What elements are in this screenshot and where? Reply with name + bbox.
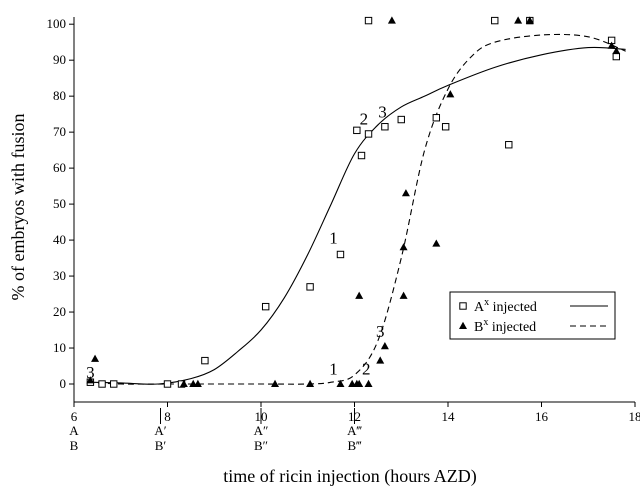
stage-label-bottom: B′ [155, 438, 167, 453]
stage-markers: AB A′B′ A″B″ A‴B‴ [69, 408, 362, 453]
point-annotation: 2 [360, 110, 369, 129]
data-point-b [446, 90, 455, 98]
data-point-b [607, 41, 616, 49]
legend-label-b: Bx injected [474, 317, 536, 335]
stage-label-top: A″ [254, 423, 269, 438]
stage-label-bottom: B″ [254, 438, 268, 453]
data-point-b [401, 189, 410, 197]
x-tick-label: 16 [535, 409, 549, 424]
stage-label-top: A′ [154, 423, 166, 438]
y-tick-label: 100 [47, 16, 67, 31]
data-points [86, 16, 621, 388]
data-point-a [306, 283, 314, 291]
legend-marker-b [459, 321, 467, 329]
y-tick-label: 0 [60, 376, 67, 391]
data-point-b [86, 376, 95, 384]
data-point-a [163, 380, 172, 388]
data-point-a [261, 302, 270, 311]
data-point-a [397, 115, 405, 124]
y-tick-label: 30 [53, 268, 66, 283]
x-tick-label: 14 [442, 409, 456, 424]
data-point-b [376, 356, 385, 364]
data-point-a [353, 126, 361, 135]
y-tick-label: 20 [53, 304, 66, 319]
data-point-b [364, 379, 373, 388]
y-tick-label: 70 [53, 124, 66, 139]
data-point-b [387, 16, 396, 24]
data-point-b [399, 291, 408, 299]
data-point-a [364, 130, 373, 138]
data-point-b [306, 379, 315, 388]
data-point-b [193, 379, 202, 388]
y-tick-label: 60 [53, 160, 66, 175]
x-axis-title: time of ricin injection (hours AZD) [223, 466, 476, 487]
data-point-b [612, 46, 621, 55]
data-point-b [271, 379, 280, 388]
fit-curves [87, 33, 626, 385]
stage-label-bottom: B [70, 438, 79, 453]
data-point-a [357, 151, 366, 160]
data-point-a [381, 123, 389, 131]
y-tick-label: 40 [53, 232, 66, 247]
data-point-b [336, 379, 345, 388]
data-point-a [612, 52, 620, 61]
data-point-b [432, 239, 441, 247]
y-tick-label: 90 [53, 52, 66, 67]
point-annotation: 3 [378, 102, 387, 121]
data-point-b [514, 16, 523, 24]
legend-marker-a [459, 302, 467, 310]
y-axis-title: % of embryos with fusion [8, 114, 28, 301]
x-tick-label: 6 [71, 409, 78, 424]
legend: Ax injected Bx injected [449, 291, 616, 340]
stage-label-top: A‴ [347, 423, 362, 438]
point-annotation: 3 [86, 363, 95, 382]
data-point-b [355, 379, 364, 388]
data-point-b [91, 354, 100, 362]
fit-curve-a [88, 46, 626, 385]
data-point-a [110, 380, 118, 388]
legend-box [449, 291, 616, 340]
data-point-b [525, 16, 534, 24]
legend-label-a: Ax injected [474, 297, 537, 315]
stage-label-top: A [69, 423, 79, 438]
data-point-b [355, 291, 364, 299]
data-point-a [491, 16, 499, 25]
x-tick-label: 8 [164, 409, 171, 424]
data-point-a [441, 123, 450, 131]
fit-curve-b [87, 33, 626, 385]
point-annotation: 2 [362, 360, 371, 379]
y-tick-label: 80 [53, 88, 66, 103]
data-point-a [364, 16, 373, 25]
y-tick-label: 50 [53, 196, 66, 211]
point-annotations: 312 31 23 [86, 102, 387, 382]
point-annotation: 1 [329, 228, 338, 247]
data-point-b [399, 243, 408, 251]
data-point-a [432, 114, 441, 122]
point-annotation: 1 [329, 360, 338, 379]
data-point-a [505, 141, 513, 149]
data-point-b [179, 379, 188, 388]
y-tick-label: 10 [53, 340, 66, 355]
data-point-b [380, 342, 389, 350]
data-point-a [336, 250, 345, 259]
stage-label-bottom: B‴ [347, 438, 362, 453]
x-tick-label: 18 [629, 409, 640, 424]
data-point-a [98, 380, 106, 388]
data-point-a [201, 356, 209, 365]
point-annotation: 3 [376, 322, 385, 341]
